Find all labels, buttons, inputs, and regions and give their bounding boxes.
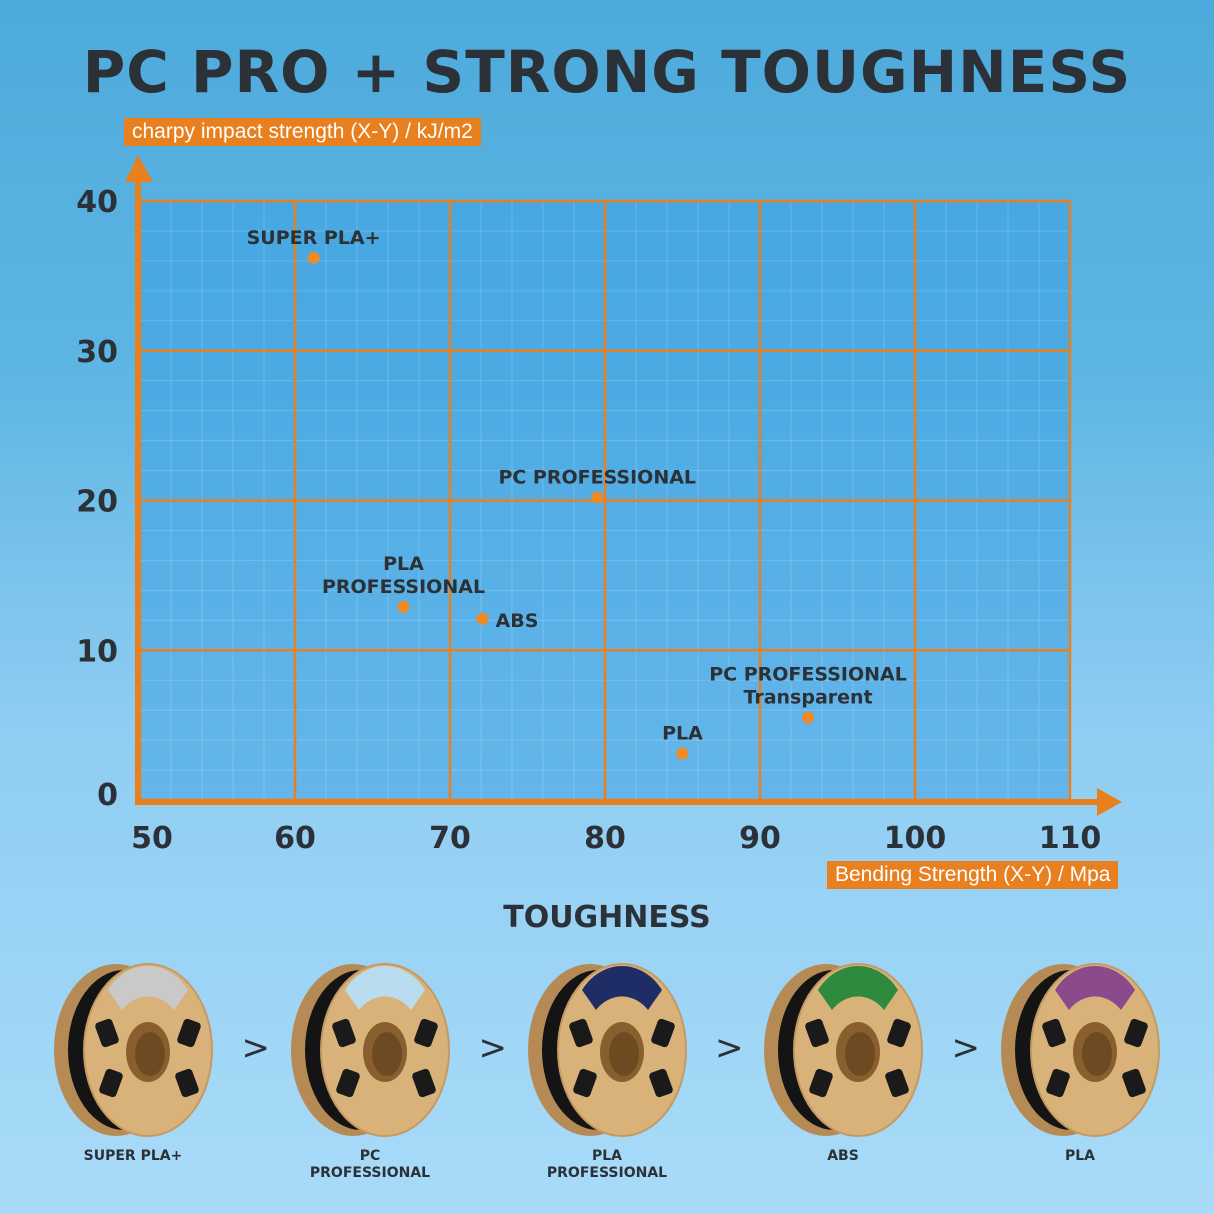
x-axis-arrow [1097,788,1122,816]
greater-than-separator: > [715,1028,744,1068]
x-tick-label: 70 [429,821,471,856]
spool-label-line: PC [359,1148,381,1164]
data-point [397,600,410,613]
x-tick-label: 50 [131,821,173,856]
greater-than-separator: > [478,1028,508,1068]
y-tick-label: 30 [76,335,118,370]
y-axis-arrow [125,155,153,182]
data-point-label: PLA [662,723,703,745]
spool-image [522,960,692,1140]
spool-label-line: PROFESSIONAL [546,1165,668,1181]
greater-than-separator: > [951,1028,981,1068]
spool-label: SUPER PLA+ [23,1148,243,1165]
y-tick-label: 40 [76,185,118,220]
x-tick-label: 90 [739,821,781,856]
data-point [676,747,689,760]
spool-label: PLA PROFESSIONAL [497,1148,717,1182]
y-tick-label: 20 [76,485,118,520]
data-point-label: SUPER PLA+ [247,227,381,249]
x-tick-label: 100 [884,821,947,856]
x-tick-label: 110 [1039,821,1102,856]
spool-image [285,960,455,1140]
data-point-label: ABS [496,610,539,632]
spool-image [995,960,1165,1140]
spool-label-line: PROFESSIONAL [309,1165,431,1181]
y-tick-label: 0 [97,778,118,813]
data-point [591,491,604,504]
spool-label: ABS [733,1148,953,1165]
data-point-label: Transparent [743,687,872,709]
spool-label: PC PROFESSIONAL [260,1148,480,1182]
data-point [476,612,489,625]
data-point [307,251,320,264]
scatter-chart: 50 60 70 80 90 100 110 0 10 20 30 40 SUPER PLA+ PC PR… [76,155,1122,856]
x-tick-label: 60 [274,821,316,856]
data-point-label: PLA [383,553,424,575]
x-axis-label: Bending Strength (X-Y) / Mpa [827,861,1119,889]
page-title: PC PRO + STRONG TOUGHNESS [82,38,1132,106]
spool-label-line: ABS [827,1148,859,1164]
spool-label-line: PLA [591,1148,623,1164]
data-point-label: PC PROFESSIONAL [709,664,907,686]
y-axis-label: charpy impact strength (X-Y) / kJ/m2 [124,118,481,146]
spool-image [48,960,218,1140]
data-point-label: PROFESSIONAL [322,576,485,598]
toughness-heading: TOUGHNESS [503,900,711,935]
data-point-label: PC PROFESSIONAL [498,467,696,489]
y-tick-label: 10 [76,634,118,669]
spool-image [758,960,928,1140]
spool-label: PLA [970,1148,1190,1165]
x-tick-label: 80 [584,821,626,856]
data-point [802,711,815,724]
greater-than-separator: > [241,1028,271,1068]
spool-label-line: PLA [1064,1148,1096,1164]
spool-label-line: SUPER PLA+ [83,1148,183,1164]
